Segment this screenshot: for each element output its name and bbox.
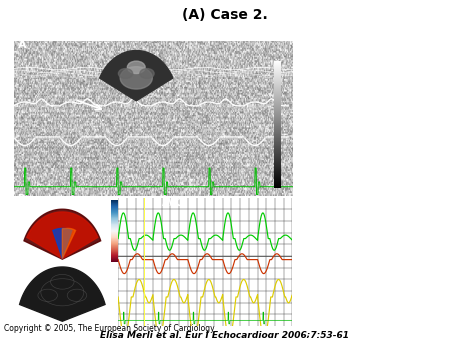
Text: A: A [18, 40, 26, 50]
Text: AVC: AVC [162, 198, 183, 208]
Text: Cardiovascular: Cardiovascular [338, 321, 414, 330]
Text: B: B [18, 194, 25, 204]
Text: Copyright © 2005, The European Society of Cardiology: Copyright © 2005, The European Society o… [4, 324, 215, 333]
Circle shape [118, 69, 133, 78]
Circle shape [127, 61, 145, 74]
Polygon shape [20, 267, 105, 321]
Polygon shape [24, 209, 101, 259]
Polygon shape [53, 228, 72, 259]
Text: European Heart Journal: European Heart Journal [344, 313, 408, 318]
Polygon shape [99, 51, 173, 101]
Polygon shape [62, 228, 76, 259]
Circle shape [120, 67, 153, 89]
Text: Imaging: Imaging [355, 331, 396, 338]
Text: (A) Case 2.: (A) Case 2. [182, 8, 268, 22]
Circle shape [140, 69, 154, 78]
Text: Elisa Merli et al. Eur J Echocardiogr 2006;7:53-61: Elisa Merli et al. Eur J Echocardiogr 20… [100, 331, 350, 338]
Polygon shape [27, 212, 98, 259]
